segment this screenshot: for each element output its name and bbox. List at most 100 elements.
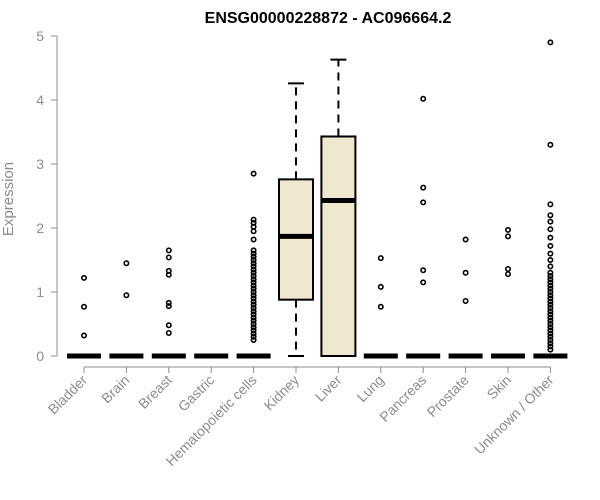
- outlier-point: [250, 236, 257, 243]
- outlier-point: [165, 267, 172, 274]
- outlier-point: [250, 336, 257, 343]
- outlier-point: [547, 333, 554, 340]
- outlier-point: [504, 265, 511, 272]
- outlier-point: [250, 311, 257, 318]
- outlier-point: [81, 274, 88, 281]
- outlier-point: [250, 256, 257, 263]
- y-axis: 0 1 2 3 4 5: [36, 28, 58, 364]
- x-tick-label: Prostate: [424, 372, 472, 420]
- outlier-point: [250, 304, 257, 311]
- outlier-point: [547, 212, 554, 219]
- outlier-point: [250, 317, 257, 324]
- outlier-point: [504, 233, 511, 240]
- outlier-point: [250, 320, 257, 327]
- outlier-point: [547, 301, 554, 308]
- box-lung: [363, 255, 398, 359]
- outlier-point: [123, 292, 130, 299]
- outlier-point: [547, 288, 554, 295]
- y-tick-label: 3: [36, 156, 44, 172]
- outlier-point: [547, 327, 554, 334]
- outlier-point: [250, 272, 257, 279]
- outlier-point: [250, 266, 257, 273]
- outlier-point: [547, 295, 554, 302]
- outlier-point: [377, 255, 384, 262]
- outlier-point: [250, 314, 257, 321]
- outlier-point: [81, 332, 88, 339]
- outlier-point: [462, 269, 469, 276]
- outlier-point: [462, 297, 469, 304]
- outlier-point: [377, 283, 384, 290]
- outlier-point: [547, 39, 554, 46]
- outlier-point: [250, 276, 257, 283]
- outlier-point: [250, 260, 257, 267]
- outlier-point: [250, 327, 257, 334]
- outlier-point: [250, 333, 257, 340]
- outlier-point: [547, 250, 554, 257]
- outlier-point: [547, 292, 554, 299]
- box-brain: [109, 260, 144, 359]
- outlier-point: [165, 322, 172, 329]
- outlier-point: [547, 234, 554, 241]
- outlier-point: [547, 324, 554, 331]
- outlier-point: [165, 247, 172, 254]
- outlier-point: [547, 336, 554, 343]
- outlier-point: [547, 314, 554, 321]
- box-skin: [491, 226, 525, 359]
- outlier-point: [250, 285, 257, 292]
- outlier-point: [250, 330, 257, 337]
- outlier-point: [420, 279, 427, 286]
- box-bladder: [67, 274, 101, 359]
- outlier-point: [250, 170, 257, 177]
- outlier-point: [547, 340, 554, 347]
- outlier-point: [547, 276, 554, 283]
- outlier-point: [250, 324, 257, 331]
- outlier-point: [420, 199, 427, 206]
- box-breast: [151, 247, 186, 359]
- outlier-point: [250, 282, 257, 289]
- outlier-point: [250, 216, 257, 223]
- outlier-point: [165, 299, 172, 306]
- outlier-point: [547, 311, 554, 318]
- outlier-point: [547, 269, 554, 276]
- outlier-point: [547, 304, 554, 311]
- x-tick-label: Unknown / Other: [471, 372, 557, 458]
- x-tick-label: Lung: [354, 372, 387, 405]
- box-kidney: [278, 82, 314, 357]
- y-tick-label: 4: [36, 92, 44, 108]
- box-hematopoietic-cells: [236, 170, 271, 359]
- outlier-point: [547, 279, 554, 286]
- outlier-point: [504, 271, 511, 278]
- outlier-point: [547, 282, 554, 289]
- outlier-point: [250, 292, 257, 299]
- outlier-point: [250, 250, 257, 257]
- outlier-point: [250, 298, 257, 305]
- outlier-point: [250, 247, 257, 254]
- outlier-point: [462, 236, 469, 243]
- outlier-point: [165, 303, 172, 310]
- x-tick-label: Bladder: [45, 372, 91, 418]
- box-pancreas: [406, 95, 441, 359]
- x-tick-label: Skin: [484, 372, 515, 403]
- y-tick-label: 1: [36, 284, 44, 300]
- chart-title: ENSG00000228872 - AC096664.2: [205, 10, 452, 27]
- outlier-point: [250, 219, 257, 226]
- outlier-point: [547, 272, 554, 279]
- x-tick-label: Pancreas: [376, 372, 429, 425]
- outlier-point: [547, 320, 554, 327]
- outlier-point: [250, 253, 257, 260]
- x-tick-label: Breast: [135, 372, 175, 412]
- outlier-point: [547, 242, 554, 249]
- x-tick-label: Liver: [312, 372, 345, 405]
- box-unknown-other: [533, 39, 568, 359]
- outlier-point: [377, 303, 384, 310]
- box-liver: [320, 58, 357, 357]
- y-tick-label: 2: [36, 220, 44, 236]
- outlier-point: [250, 295, 257, 302]
- outlier-point: [504, 226, 511, 233]
- outlier-point: [165, 329, 172, 336]
- outlier-point: [547, 308, 554, 315]
- outlier-point: [250, 279, 257, 286]
- outlier-point: [165, 254, 172, 261]
